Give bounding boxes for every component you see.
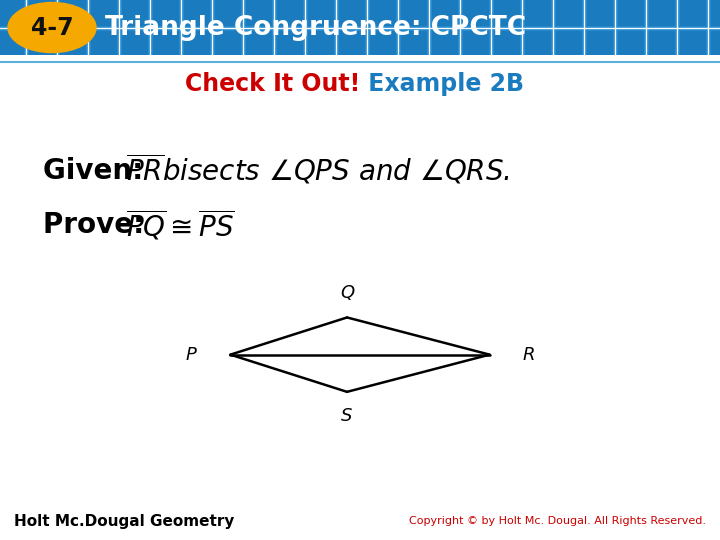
Text: S: S	[341, 408, 353, 426]
Text: P: P	[185, 346, 197, 363]
Bar	[462, 0, 490, 27]
Bar	[245, 30, 273, 58]
Bar	[307, 30, 335, 58]
Bar	[555, 30, 583, 58]
Bar	[28, 30, 56, 58]
Bar	[710, 0, 720, 27]
Bar	[245, 0, 273, 27]
Bar	[276, 30, 304, 58]
Text: Given:: Given:	[43, 157, 153, 185]
Bar	[121, 0, 149, 27]
Bar	[183, 0, 211, 27]
Bar	[152, 0, 180, 27]
Bar	[524, 30, 552, 58]
Bar	[152, 30, 180, 58]
Text: Holt Mc.Dougal Geometry: Holt Mc.Dougal Geometry	[14, 514, 235, 529]
Bar	[555, 0, 583, 27]
Bar	[369, 0, 397, 27]
Text: Copyright © by Holt Mc. Dougal. All Rights Reserved.: Copyright © by Holt Mc. Dougal. All Righ…	[409, 516, 706, 526]
Bar	[648, 0, 676, 27]
Bar	[121, 30, 149, 58]
Bar	[400, 30, 428, 58]
Bar	[617, 30, 645, 58]
Bar	[214, 0, 242, 27]
Text: Example 2B: Example 2B	[360, 72, 524, 96]
Text: bisects $\angle QPS$ and $\angle QRS$.: bisects $\angle QPS$ and $\angle QRS$.	[162, 157, 510, 186]
Bar	[307, 0, 335, 27]
Bar	[400, 0, 428, 27]
Bar	[0, 30, 25, 58]
Bar	[28, 0, 56, 27]
Bar	[524, 0, 552, 27]
Text: 4-7: 4-7	[31, 16, 73, 39]
Bar	[90, 0, 118, 27]
Text: $\overline{PQ} \cong \overline{PS}$: $\overline{PQ} \cong \overline{PS}$	[126, 208, 235, 242]
Bar	[648, 30, 676, 58]
Bar	[462, 30, 490, 58]
Bar	[369, 30, 397, 58]
Bar	[214, 30, 242, 58]
Bar	[276, 0, 304, 27]
Text: R: R	[523, 346, 536, 363]
Text: Triangle Congruence: CPCTC: Triangle Congruence: CPCTC	[105, 15, 526, 40]
Text: $\overline{PR}$: $\overline{PR}$	[126, 156, 164, 187]
Bar	[710, 30, 720, 58]
Text: Check It Out!: Check It Out!	[185, 72, 360, 96]
Bar	[431, 30, 459, 58]
Bar	[431, 0, 459, 27]
Bar	[183, 30, 211, 58]
Bar	[586, 30, 614, 58]
Bar	[90, 30, 118, 58]
Bar	[679, 0, 707, 27]
Bar	[338, 30, 366, 58]
Text: Prove:: Prove:	[43, 211, 154, 239]
Bar	[493, 30, 521, 58]
Ellipse shape	[8, 3, 96, 52]
Bar	[586, 0, 614, 27]
Text: Q: Q	[340, 284, 354, 302]
Bar	[617, 0, 645, 27]
Bar	[59, 30, 87, 58]
Bar	[338, 0, 366, 27]
Bar	[679, 30, 707, 58]
Bar	[493, 0, 521, 27]
Bar	[59, 0, 87, 27]
Bar	[0, 0, 25, 27]
